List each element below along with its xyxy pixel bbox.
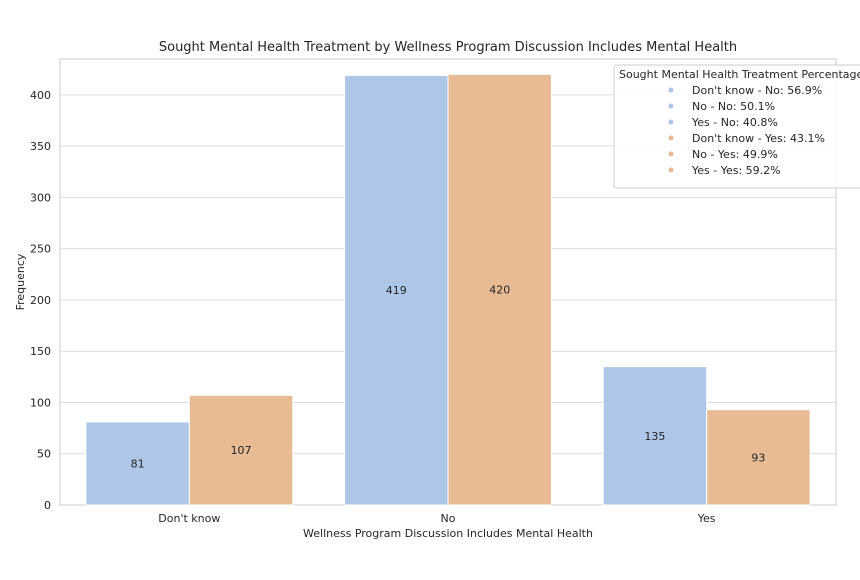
bar-value-label: 420 <box>489 284 510 297</box>
legend-entry-label: Don't know - No: 56.9% <box>692 84 822 97</box>
legend-marker <box>668 167 674 173</box>
x-tick-label: Yes <box>697 512 716 525</box>
y-tick-label: 400 <box>30 89 51 102</box>
x-tick-label: No <box>441 512 456 525</box>
bar-value-label: 81 <box>131 457 145 470</box>
bar-value-label: 107 <box>231 444 252 457</box>
y-axis-ticks: 0 50 100 150 200 250 300 350 400 <box>30 89 51 512</box>
legend-entry-label: Yes - No: 40.8% <box>691 116 778 129</box>
y-tick-label: 50 <box>37 448 51 461</box>
y-tick-label: 150 <box>30 345 51 358</box>
x-axis-ticks: Don't know No Yes <box>158 512 716 525</box>
legend-marker <box>668 103 674 109</box>
bar <box>447 73 552 506</box>
legend-entry-label: No - Yes: 49.9% <box>692 148 778 161</box>
chart-title: Sought Mental Health Treatment by Wellne… <box>159 40 737 55</box>
legend-entry-label: No - No: 50.1% <box>692 100 775 113</box>
legend: Sought Mental Health Treatment Percentag… <box>613 64 860 189</box>
y-tick-label: 300 <box>30 191 51 204</box>
legend-title: Sought Mental Health Treatment Percentag… <box>619 68 860 81</box>
bar-value-label: 419 <box>386 284 407 297</box>
legend-marker <box>668 87 674 93</box>
bar-value-label: 93 <box>751 451 765 464</box>
x-tick-label: Don't know <box>158 512 220 525</box>
bar-value-label: 135 <box>644 430 665 443</box>
legend-marker <box>668 151 674 157</box>
y-tick-label: 250 <box>30 243 51 256</box>
legend-box <box>613 64 860 189</box>
legend-marker <box>668 135 674 141</box>
legend-entry-label: Yes - Yes: 59.2% <box>691 164 781 177</box>
bar <box>344 74 449 506</box>
y-tick-label: 350 <box>30 140 51 153</box>
x-axis-label: Wellness Program Discussion Includes Men… <box>303 527 593 540</box>
bars: 81 107 419 420 135 93 <box>85 73 811 506</box>
y-tick-label: 100 <box>30 396 51 409</box>
y-tick-label: 200 <box>30 294 51 307</box>
legend-marker <box>668 119 674 125</box>
bar <box>188 394 294 506</box>
y-axis-label: Frequency <box>14 253 27 310</box>
y-tick-label: 0 <box>44 499 51 512</box>
legend-entries: Don't know - No: 56.9% No - No: 50.1% Yes … <box>668 84 825 177</box>
bar <box>706 409 811 506</box>
legend-entry-label: Don't know - Yes: 43.1% <box>692 132 825 145</box>
